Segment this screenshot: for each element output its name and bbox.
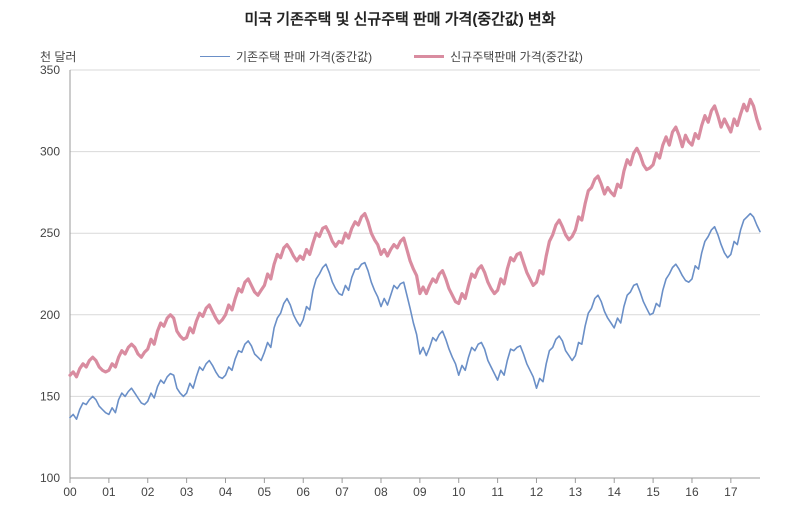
svg-text:11: 11 (491, 485, 504, 499)
svg-text:06: 06 (297, 485, 311, 499)
svg-text:05: 05 (258, 485, 272, 499)
svg-text:03: 03 (180, 485, 194, 499)
svg-text:250: 250 (40, 226, 60, 240)
svg-text:14: 14 (608, 485, 622, 499)
series-new (70, 99, 760, 376)
svg-text:17: 17 (724, 485, 738, 499)
svg-text:02: 02 (141, 485, 155, 499)
svg-text:00: 00 (63, 485, 77, 499)
svg-text:04: 04 (219, 485, 233, 499)
svg-text:15: 15 (646, 485, 660, 499)
svg-text:300: 300 (40, 145, 60, 159)
svg-text:07: 07 (335, 485, 349, 499)
svg-text:16: 16 (685, 485, 699, 499)
svg-text:01: 01 (102, 485, 116, 499)
svg-text:08: 08 (374, 485, 388, 499)
chart-svg: 100 150 200 250 300 350 00 01 02 03 04 05 06 07 08 09 10… (0, 0, 800, 512)
chart-container: 미국 기존주택 및 신규주택 판매 가격(중간값) 변화 천 달러 기존주택 판… (0, 0, 800, 512)
svg-text:200: 200 (40, 308, 60, 322)
svg-text:09: 09 (413, 485, 427, 499)
svg-text:12: 12 (530, 485, 544, 499)
svg-text:100: 100 (40, 471, 60, 485)
svg-text:13: 13 (569, 485, 583, 499)
svg-text:350: 350 (40, 63, 60, 77)
svg-text:150: 150 (40, 389, 60, 403)
svg-text:10: 10 (452, 485, 466, 499)
